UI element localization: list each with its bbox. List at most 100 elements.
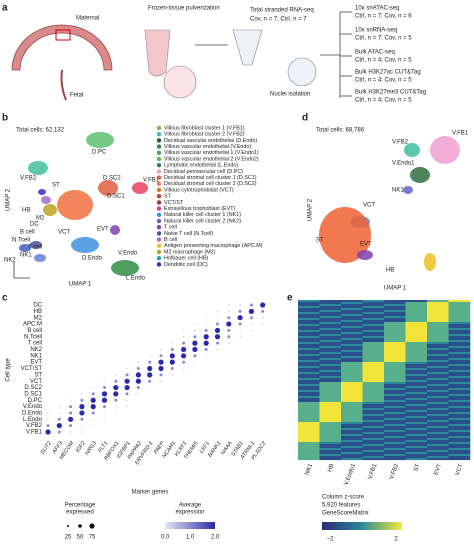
heatmap-cell bbox=[384, 430, 406, 433]
heatmap-cell bbox=[427, 378, 449, 381]
heatmap-cell bbox=[427, 394, 449, 397]
dot bbox=[193, 335, 197, 339]
heatmap-cell bbox=[448, 342, 471, 345]
heatmap-cell bbox=[405, 436, 428, 439]
heatmap-cell bbox=[405, 358, 428, 361]
heatmap-cell bbox=[448, 412, 471, 415]
heatmap-cell bbox=[319, 424, 342, 427]
dot bbox=[69, 411, 73, 415]
dot bbox=[148, 379, 152, 383]
dot bbox=[92, 418, 94, 421]
dot bbox=[239, 335, 241, 338]
heatmap-cell bbox=[448, 348, 471, 351]
heatmap-cell bbox=[427, 370, 449, 373]
heatmap-cell bbox=[427, 392, 449, 395]
cluster-label: L.Endo bbox=[126, 276, 146, 282]
heatmap-cell bbox=[448, 414, 471, 417]
cluster-blob bbox=[111, 260, 139, 276]
panel-label: a bbox=[2, 3, 8, 14]
heatmap-cell bbox=[298, 342, 320, 345]
text: Maternal bbox=[76, 16, 99, 22]
gene-label: FLT1 bbox=[97, 441, 109, 454]
heatmap-cell bbox=[319, 406, 342, 409]
heatmap-cell bbox=[298, 308, 320, 311]
dot bbox=[92, 424, 94, 427]
row-label: HB bbox=[34, 309, 42, 315]
heatmap-cell bbox=[298, 386, 320, 389]
dot bbox=[181, 353, 187, 359]
dot bbox=[148, 360, 152, 364]
heatmap-cell bbox=[319, 302, 342, 305]
dot bbox=[80, 398, 84, 402]
heatmap-cell bbox=[448, 442, 471, 445]
heatmap-cell bbox=[448, 346, 471, 349]
row-label: NK2 bbox=[30, 347, 42, 353]
heatmap-cell bbox=[362, 372, 385, 375]
heatmap-cell bbox=[298, 324, 320, 327]
heatmap-cell bbox=[427, 304, 449, 307]
heatmap-cell bbox=[427, 418, 449, 421]
heatmap-cell bbox=[427, 326, 449, 329]
heatmap-cell bbox=[405, 336, 428, 339]
text: Total cells: 62,132 bbox=[16, 128, 65, 134]
heatmap-cell bbox=[427, 386, 449, 389]
heatmap-cell bbox=[405, 420, 428, 423]
column-label: V.Endo1 bbox=[344, 463, 358, 487]
heatmap-cell bbox=[362, 440, 385, 443]
heatmap-cell bbox=[319, 448, 342, 451]
heatmap-cell bbox=[427, 446, 449, 449]
heatmap-cell bbox=[448, 418, 471, 421]
cluster-label: V.Endo1 bbox=[392, 161, 415, 167]
heatmap-cell bbox=[362, 338, 385, 341]
heatmap-cell bbox=[427, 408, 449, 411]
heatmap-cell bbox=[448, 374, 471, 377]
heatmap-cell bbox=[362, 446, 385, 449]
heatmap-cell bbox=[319, 332, 342, 335]
heatmap-cell bbox=[298, 336, 320, 339]
heatmap-cell bbox=[427, 412, 449, 415]
heatmap-cell bbox=[362, 402, 385, 405]
dot bbox=[91, 411, 95, 415]
legend-label: Decidual perivascular cell (D.PC) bbox=[164, 169, 243, 175]
heatmap-cell bbox=[341, 380, 363, 383]
cluster-label: D.Endo bbox=[82, 256, 103, 262]
legend-label: Lymphatic endothelial (L.Endo) bbox=[164, 163, 238, 169]
heatmap-cell bbox=[298, 410, 320, 413]
heatmap-cell bbox=[427, 398, 449, 401]
heatmap-cell bbox=[427, 410, 449, 413]
heatmap-cell bbox=[362, 404, 385, 407]
heatmap-cell bbox=[341, 440, 363, 443]
heatmap-cell bbox=[448, 398, 471, 401]
heatmap-cell bbox=[427, 438, 449, 441]
heatmap-cell bbox=[319, 394, 342, 397]
legend-title: Percentage bbox=[65, 503, 96, 509]
heatmap-cell bbox=[341, 336, 363, 339]
heatmap-cell bbox=[448, 430, 471, 433]
heatmap-cell bbox=[405, 380, 428, 383]
heatmap-cell bbox=[362, 340, 385, 343]
heatmap-cell bbox=[298, 412, 320, 415]
cluster-blob bbox=[43, 204, 57, 216]
heatmap-cell bbox=[362, 436, 385, 439]
heatmap-cell bbox=[448, 320, 471, 323]
heatmap-cell bbox=[384, 440, 406, 443]
heatmap-cell bbox=[298, 382, 320, 385]
dot bbox=[239, 304, 241, 306]
legend-label: Decidual stromal cell cluster 2 (D.SC2) bbox=[164, 181, 257, 187]
heatmap-cell bbox=[298, 302, 320, 305]
heatmap-cell bbox=[362, 380, 385, 383]
heatmap-cell bbox=[448, 436, 471, 439]
caption: 5,920 features bbox=[322, 503, 360, 509]
heatmap-cell bbox=[341, 458, 363, 461]
dot bbox=[136, 367, 140, 370]
heatmap-cell bbox=[405, 362, 428, 365]
heatmap-cell bbox=[405, 394, 428, 397]
dot bbox=[113, 391, 119, 397]
dot bbox=[69, 399, 72, 402]
heatmap-cell bbox=[427, 458, 449, 461]
heatmap-cell bbox=[341, 322, 363, 325]
dot bbox=[194, 323, 196, 325]
heatmap-cell bbox=[405, 406, 428, 409]
dot bbox=[260, 302, 266, 308]
heatmap-cell bbox=[448, 402, 471, 405]
